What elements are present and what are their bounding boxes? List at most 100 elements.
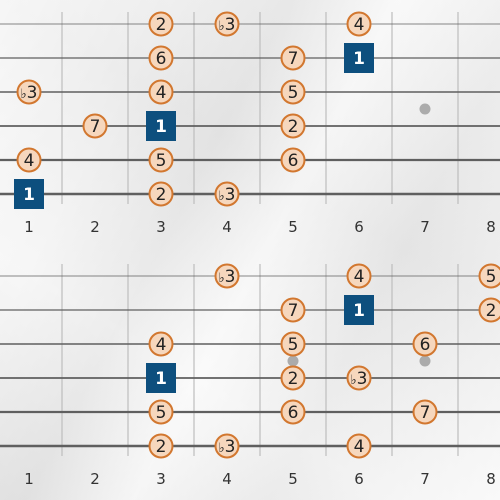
scale-note-marker: 5: [280, 79, 306, 105]
fret-number-label: 8: [486, 218, 496, 236]
scale-note-marker: ♭3: [16, 79, 42, 105]
root-note-marker: 1: [146, 363, 176, 393]
note-circle: [280, 147, 306, 173]
scale-note-marker: 6: [280, 399, 306, 425]
note-circle: [148, 45, 174, 71]
note-label: ♭3: [219, 437, 236, 457]
note-circle: [148, 399, 174, 425]
note-circle: [214, 263, 240, 289]
note-label: 5: [288, 335, 299, 355]
note-label: 7: [420, 403, 431, 423]
note-circle: [280, 79, 306, 105]
note-circle: [82, 113, 108, 139]
note-circle: [478, 263, 500, 289]
scale-note-marker: 7: [280, 45, 306, 71]
note-label: 4: [24, 151, 35, 171]
note-circle: [148, 433, 174, 459]
note-degree: 3: [225, 267, 236, 287]
root-note-marker: 1: [344, 43, 374, 73]
scale-note-marker: 6: [148, 45, 174, 71]
note-label: ♭3: [21, 83, 38, 103]
note-circle: [280, 45, 306, 71]
note-circle: [346, 365, 372, 391]
scale-note-marker: ♭3: [214, 11, 240, 37]
fretboard-lower: ♭3 4 57 1 24 5 61 2 ♭35 6 72 ♭3 41 2 3 4 5 6 7 8: [0, 263, 500, 488]
fret-number-label: 7: [420, 218, 430, 236]
note-degree: 3: [225, 185, 236, 205]
scale-note-marker: 5: [148, 147, 174, 173]
note-degree: 3: [225, 437, 236, 457]
note-label: 1: [353, 301, 365, 321]
note-label: 5: [156, 403, 167, 423]
scale-note-marker: 2: [148, 11, 174, 37]
scale-note-marker: ♭3: [214, 263, 240, 289]
note-circle: [148, 11, 174, 37]
note-label: 1: [353, 49, 365, 69]
note-label: 5: [486, 267, 497, 287]
scale-note-marker: 4: [346, 263, 372, 289]
note-label: ♭3: [351, 369, 368, 389]
note-degree: 3: [357, 369, 368, 389]
fret-number-label: 1: [24, 218, 34, 236]
note-circle: [148, 147, 174, 173]
root-note-marker: 1: [14, 179, 44, 209]
note-label: 4: [156, 83, 167, 103]
note-label: 2: [156, 437, 167, 457]
fret-number-label: 2: [90, 470, 100, 488]
fret-inlay-dot-icon: [419, 103, 431, 115]
note-label: 7: [90, 117, 101, 137]
note-label: 6: [288, 151, 299, 171]
note-circle: [214, 433, 240, 459]
note-label: 1: [155, 117, 167, 137]
note-circle: [148, 79, 174, 105]
note-label: 5: [288, 83, 299, 103]
note-label: 2: [156, 185, 167, 205]
fret-number-label: 5: [288, 218, 298, 236]
flat-sign: ♭: [219, 19, 225, 34]
root-note-marker: 1: [146, 111, 176, 141]
note-label: 7: [288, 49, 299, 69]
scale-note-marker: ♭3: [346, 365, 372, 391]
scale-note-marker: 6: [280, 147, 306, 173]
flat-sign: ♭: [21, 87, 27, 102]
note-circle: [214, 181, 240, 207]
scale-note-marker: 4: [16, 147, 42, 173]
note-circle: [214, 11, 240, 37]
scale-note-marker: 7: [280, 297, 306, 323]
fret-number-label: 7: [420, 470, 430, 488]
note-degree: 3: [225, 15, 236, 35]
note-label: 6: [156, 49, 167, 69]
fret-number-label: 1: [24, 470, 34, 488]
note-label: 4: [156, 335, 167, 355]
note-label: 4: [354, 267, 365, 287]
scale-note-marker: 5: [148, 399, 174, 425]
root-square: [344, 43, 374, 73]
scale-note-marker: 4: [148, 331, 174, 357]
scale-note-marker: 2: [478, 297, 500, 323]
note-label: 2: [288, 117, 299, 137]
scale-note-marker: 2: [280, 113, 306, 139]
note-circle: [280, 297, 306, 323]
fret-number-label: 8: [486, 470, 496, 488]
flat-sign: ♭: [219, 271, 225, 286]
fret-number-label: 6: [354, 470, 364, 488]
scale-note-marker: 6: [412, 331, 438, 357]
scale-note-marker: 2: [280, 365, 306, 391]
fret-number-label: 3: [156, 470, 166, 488]
fret-inlay-dot-icon: [287, 355, 299, 367]
scale-note-marker: 2: [148, 181, 174, 207]
note-label: 2: [288, 369, 299, 389]
note-circle: [148, 331, 174, 357]
fret-number-label: 6: [354, 218, 364, 236]
fretboard-upper: 2 ♭3 46 7 1♭3 4 57 1 24 5 61 2 ♭31 2 3 4 5 6 7 8: [0, 11, 500, 236]
note-circle: [346, 263, 372, 289]
scale-note-marker: 7: [82, 113, 108, 139]
scale-note-marker: 2: [148, 433, 174, 459]
note-circle: [412, 399, 438, 425]
root-square: [146, 363, 176, 393]
note-circle: [280, 331, 306, 357]
note-label: 1: [155, 369, 167, 389]
note-circle: [16, 79, 42, 105]
fret-inlay-dot-icon: [419, 355, 431, 367]
